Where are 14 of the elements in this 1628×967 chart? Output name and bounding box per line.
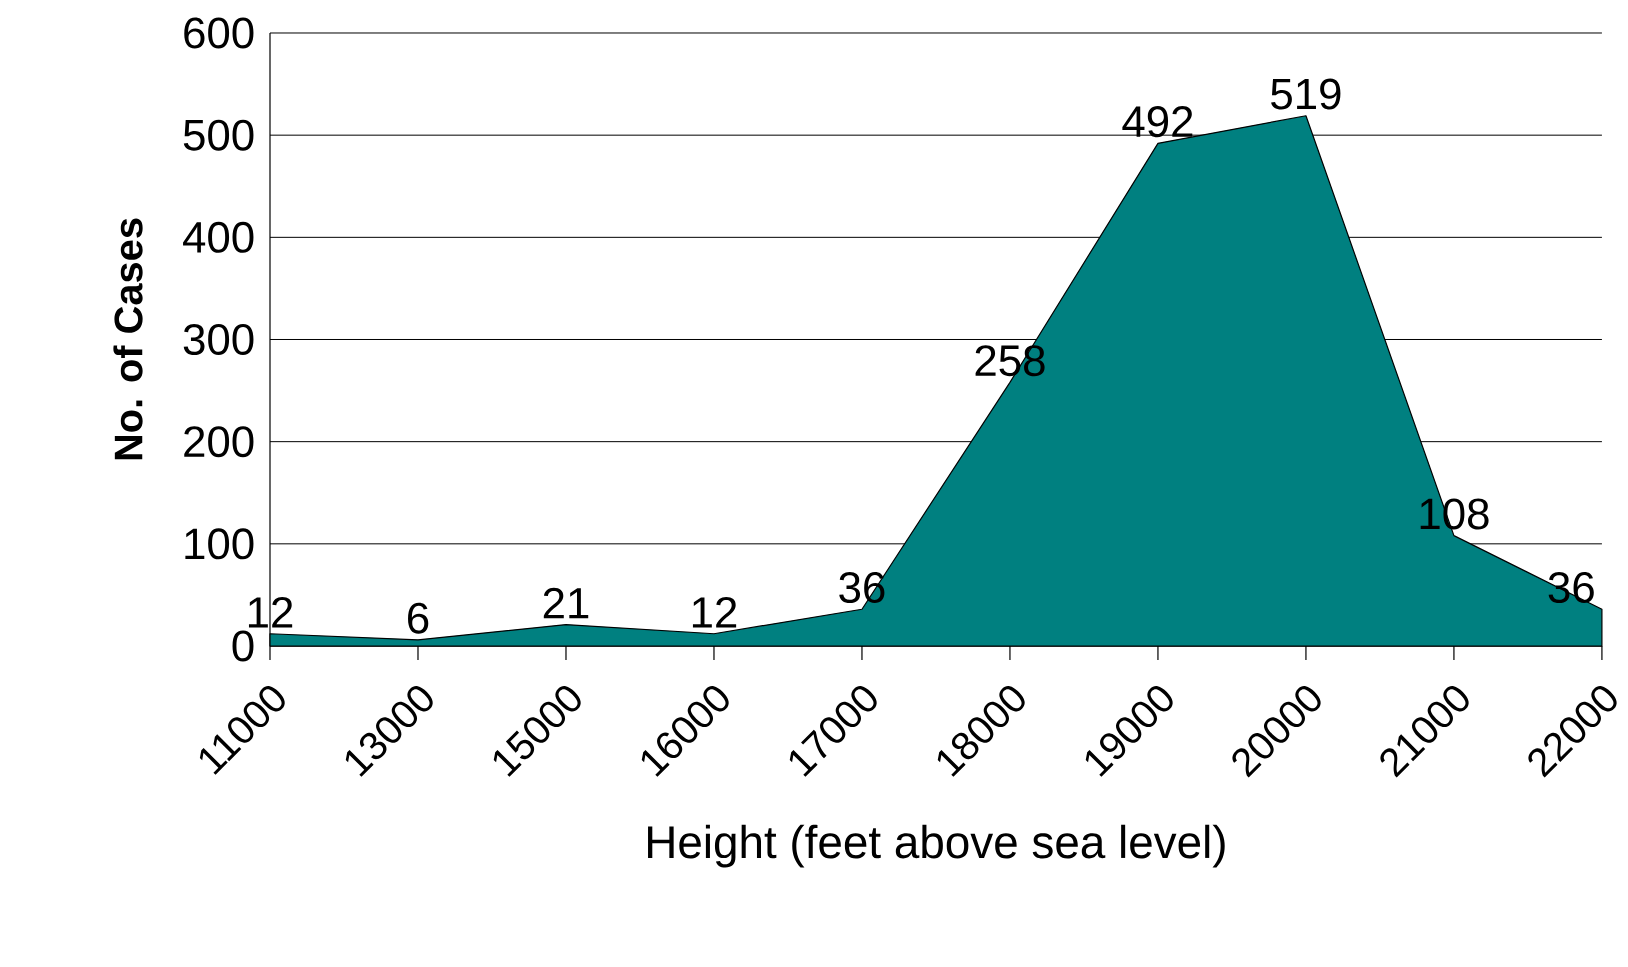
data-label: 12 (692, 596, 737, 628)
y-tick-label: 100 (185, 528, 254, 560)
data-label: 519 (1271, 78, 1341, 110)
y-tick-label: 600 (184, 17, 254, 49)
y-tick-label: 500 (183, 119, 254, 151)
y-axis-title: No. of Cases (113, 218, 143, 460)
y-tick-label: 300 (183, 323, 254, 356)
data-label: 6 (408, 602, 429, 634)
data-label: 492 (1122, 106, 1193, 138)
y-tick-label: 400 (183, 221, 254, 253)
y-tick-label: 0 (232, 630, 254, 662)
x-axis-title: Height (feet above sea level) (648, 824, 1225, 868)
data-label: 21 (543, 587, 589, 619)
y-tick-label: 200 (184, 426, 254, 458)
